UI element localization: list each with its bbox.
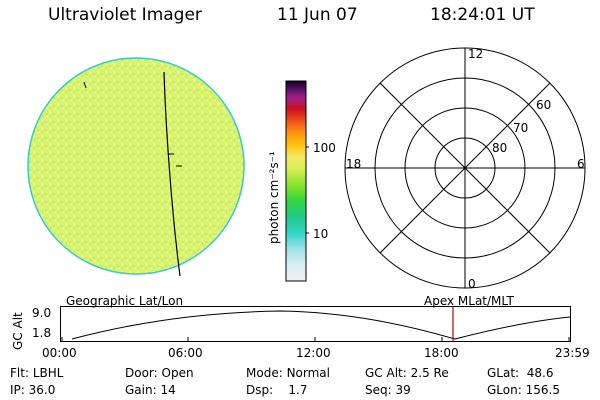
time-tick-1200: 12:00 [296,346,331,360]
lat-label-60: 60 [536,98,552,112]
tick-mark [83,81,87,89]
dsp-info: Dsp: 1.7 [246,383,308,397]
terminator-line [163,71,181,277]
colorbar [285,80,309,282]
time-label: 18:24:01 UT [430,5,535,25]
seq-info: Seq: 39 [365,383,411,397]
mode-info: Mode: Normal [246,366,330,380]
polar-diagonal [379,82,551,254]
uv-disk-image [27,57,245,277]
mlt-label-6: 6 [577,157,585,171]
mlt-label-12: 12 [468,47,484,61]
door-info: Door: Open [125,366,194,380]
colorbar-tick-100: 100 [313,141,336,155]
gc-alt-axis-label: GC Alt [11,312,25,350]
glon-info: GLon: 156.5 [487,383,560,397]
polar-plot [344,47,586,289]
date-label: 11 Jun 07 [277,5,358,25]
colorbar-unit-label: photon cm⁻²s⁻¹ [267,151,281,244]
mlt-label-0: 0 [468,277,476,291]
altitude-curve [71,310,571,340]
geographic-title: Geographic Lat/Lon [66,294,184,308]
gain-info: Gain: 14 [125,383,176,397]
gc-alt-tick-1.8: 1.8 [32,326,52,340]
orbit-altitude-plot [60,306,571,342]
earth-disk [27,57,245,275]
gc-alt-tick-9: 9.0 [32,306,52,320]
time-tick-1800: 18:00 [424,346,459,360]
mlt-label-18: 18 [346,157,362,171]
time-tick-2359: 23:59 [555,346,590,360]
filter-info: Flt: LBHL [10,366,64,380]
colorbar-tick-10: 10 [313,227,329,241]
glat-info: GLat: 48.6 [487,366,554,380]
apex-title: Apex MLat/MLT [424,294,514,308]
time-tick-0000: 00:00 [42,346,77,360]
instrument-title: Ultraviolet Imager [48,5,202,25]
lat-label-80: 80 [492,141,508,155]
time-tick-0600: 06:00 [168,346,203,360]
ip-info: IP: 36.0 [10,383,56,397]
gc-alt-info: GC Alt: 2.5 Re [365,366,449,380]
lat-label-70: 70 [513,121,529,135]
